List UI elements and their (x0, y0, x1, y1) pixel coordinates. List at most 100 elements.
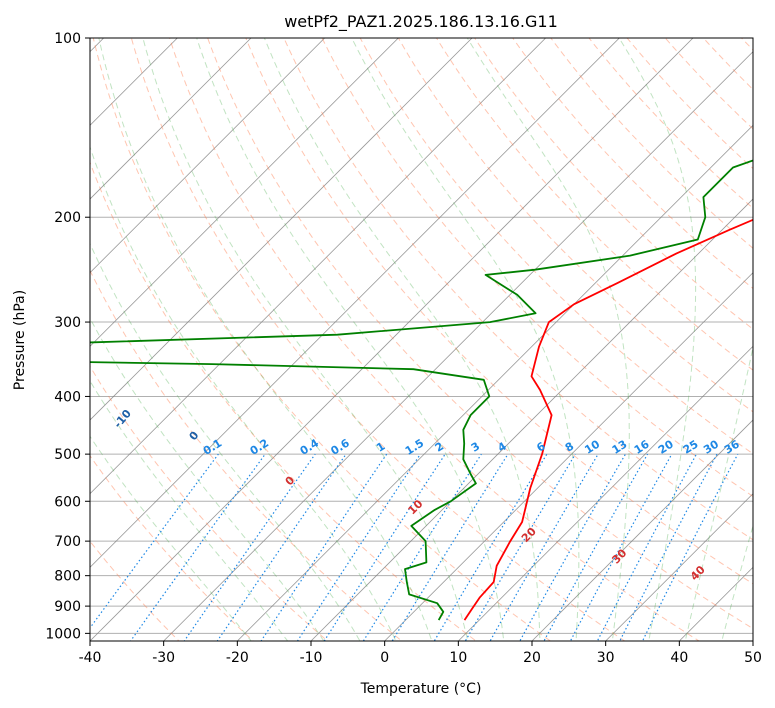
y-tick-label: 1000 (45, 626, 81, 642)
mixing-ratio-line (183, 453, 316, 641)
x-tick-label: 50 (744, 650, 762, 666)
moist-adiabat-line (721, 524, 753, 641)
dry-adiabat-line (90, 269, 403, 641)
mixing-ratio-label: 4 (495, 439, 509, 454)
dry-adiabat-line (588, 38, 753, 209)
isotherm-line (531, 419, 753, 641)
x-tick-label: -20 (226, 650, 249, 666)
y-tick-label: 600 (54, 494, 81, 510)
mixing-ratio-line (641, 453, 739, 641)
y-tick-label: 400 (54, 389, 81, 405)
y-tick-label: 700 (54, 534, 81, 550)
dry-adiabat-line (283, 38, 753, 541)
x-tick-label: 10 (449, 650, 467, 666)
plot-frame (89, 37, 754, 642)
x-tick-label: -40 (79, 650, 102, 666)
isotherm-line (90, 38, 694, 641)
mixing-ratio-line (216, 453, 347, 641)
mixing-ratio-line (569, 453, 673, 641)
dry-adiabat-line (626, 38, 753, 170)
y-tick-label: 900 (54, 599, 81, 615)
mixing-ratio-label: 3 (469, 440, 482, 455)
mixing-ratio-label: 8 (563, 440, 576, 455)
y-axis-label: Pressure (hPa) (12, 290, 28, 390)
x-tick-label: 0 (380, 650, 389, 666)
moist-adiabat-label: 30 (609, 546, 629, 566)
moist-adiabat-line (90, 242, 361, 641)
dry-adiabat-line (512, 38, 753, 290)
x-tick-label: 20 (523, 650, 541, 666)
moist-adiabat-line (90, 145, 397, 641)
isotherm-line (90, 38, 178, 126)
dry-adiabat-line (359, 38, 753, 455)
dry-adiabat-line (90, 540, 180, 641)
plot-area (0, 11, 753, 658)
mixing-ratio-line (362, 453, 482, 641)
moist-adiabat-line (263, 38, 541, 641)
mixing-ratio-line (543, 453, 649, 641)
isotherm-line (384, 272, 753, 641)
moist-adiabat-label: 20 (519, 525, 539, 545)
dry-adiabat-line (474, 38, 753, 330)
moist-adiabat-line (142, 38, 469, 641)
mixing-ratio-line (260, 453, 388, 641)
x-tick-label: -30 (152, 650, 175, 666)
dewpoint-profile-line (90, 159, 753, 621)
dry-adiabat-line (90, 365, 329, 641)
dry-adiabat-line (90, 160, 477, 641)
isotherm-line (90, 38, 547, 495)
mixing-ratio-line (519, 453, 627, 641)
dry-adiabat-line (435, 38, 753, 371)
dry-adiabat-line (664, 38, 753, 130)
isotherm-line (90, 38, 399, 347)
mixing-ratio-line (391, 453, 509, 641)
moist-adiabat-line (618, 38, 697, 641)
moist-adiabat-line (684, 344, 753, 641)
moist-adiabat-label: 40 (688, 563, 708, 583)
isotherm-line (90, 38, 326, 274)
moist-adiabat-line (90, 317, 325, 641)
mixing-ratio-line (433, 453, 548, 641)
chart-title: wetPf2_PAZ1.2025.186.13.16.G11 (284, 12, 558, 32)
isotherm-line (163, 51, 753, 641)
dry-adiabat-line (92, 38, 552, 641)
mixing-ratio-label: 0.1 (201, 436, 224, 457)
moist-adiabat-line (90, 380, 289, 641)
moist-adiabat-line (351, 38, 580, 641)
moist-adiabat-line (196, 38, 505, 641)
mixing-ratio-line (464, 453, 576, 641)
isotherm-line (0, 11, 57, 658)
moist-adiabat-line (90, 435, 252, 641)
dry-adiabat-line (740, 38, 753, 51)
isotherm-line (678, 566, 753, 641)
dry-adiabat-line (169, 38, 700, 641)
isotherm-line (752, 640, 753, 641)
mixing-ratio-line (296, 453, 421, 641)
mixing-ratio-label: 1.5 (403, 436, 426, 457)
isotherm-line (457, 345, 753, 641)
mixing-ratio-line (129, 453, 266, 641)
moist-adiabat-label: 10 (405, 497, 425, 517)
temperature-profile-line (463, 218, 753, 621)
mixing-ratio-label: 0.2 (248, 436, 271, 457)
dry-adiabat-line (207, 38, 753, 630)
mixing-ratio-line (323, 453, 446, 641)
isotherm-line (90, 38, 252, 200)
y-tick-label: 500 (54, 447, 81, 463)
mixing-ratio-label: 1 (374, 440, 387, 455)
isotherm-line (90, 38, 473, 421)
isotherm-line (310, 198, 753, 641)
y-tick-label: 200 (54, 210, 81, 226)
y-tick-label: 100 (54, 31, 81, 47)
x-axis-label: Temperature (°C) (360, 681, 482, 697)
isotherm-line (605, 493, 753, 641)
dry-adiabat-line (245, 38, 753, 585)
dry-adiabat-line (90, 454, 254, 641)
y-tick-label: 300 (54, 315, 81, 331)
mixing-ratio-line (90, 453, 219, 629)
dry-adiabat-label: -10 (111, 407, 134, 431)
axis-ticks: -40 -30 -20 -10 0 10 20 30 40 50 100 200 300 400 500 60… (45, 31, 762, 666)
mixing-ratio-line (489, 453, 599, 641)
x-tick-label: 40 (670, 650, 688, 666)
